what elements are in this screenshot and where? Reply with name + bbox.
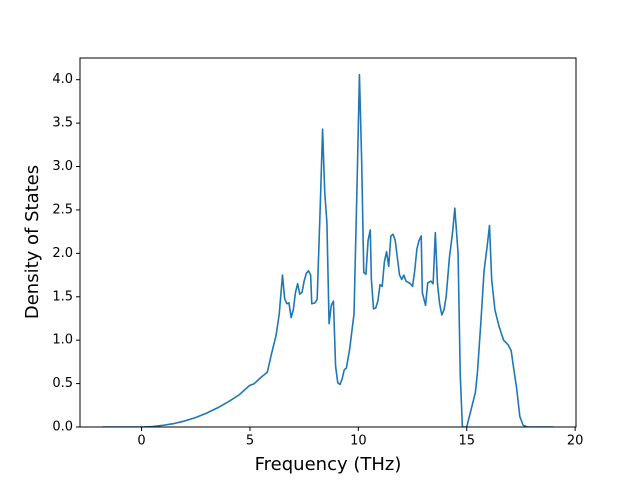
x-tick-label: 5 <box>246 434 254 449</box>
y-tick-label: 1.0 <box>52 333 73 348</box>
x-tick-label: 0 <box>137 434 145 449</box>
line-series <box>102 73 554 427</box>
x-tick-label: 20 <box>567 434 584 449</box>
y-tick-label: 4.0 <box>52 72 73 87</box>
y-tick-label: 0.5 <box>52 376 73 391</box>
y-tick-label: 3.0 <box>52 159 73 174</box>
y-tick-label: 1.5 <box>52 289 73 304</box>
x-tick-label: 10 <box>350 434 367 449</box>
y-axis-label: Density of States <box>22 165 43 319</box>
y-tick-label: 0.0 <box>52 420 73 435</box>
y-tick-label: 3.5 <box>52 116 73 131</box>
x-tick-label: 15 <box>458 434 475 449</box>
y-tick-label: 2.0 <box>52 246 73 261</box>
plot-frame <box>79 57 577 428</box>
x-axis-label: Frequency (THz) <box>255 454 402 475</box>
y-tick-label: 2.5 <box>52 202 73 217</box>
